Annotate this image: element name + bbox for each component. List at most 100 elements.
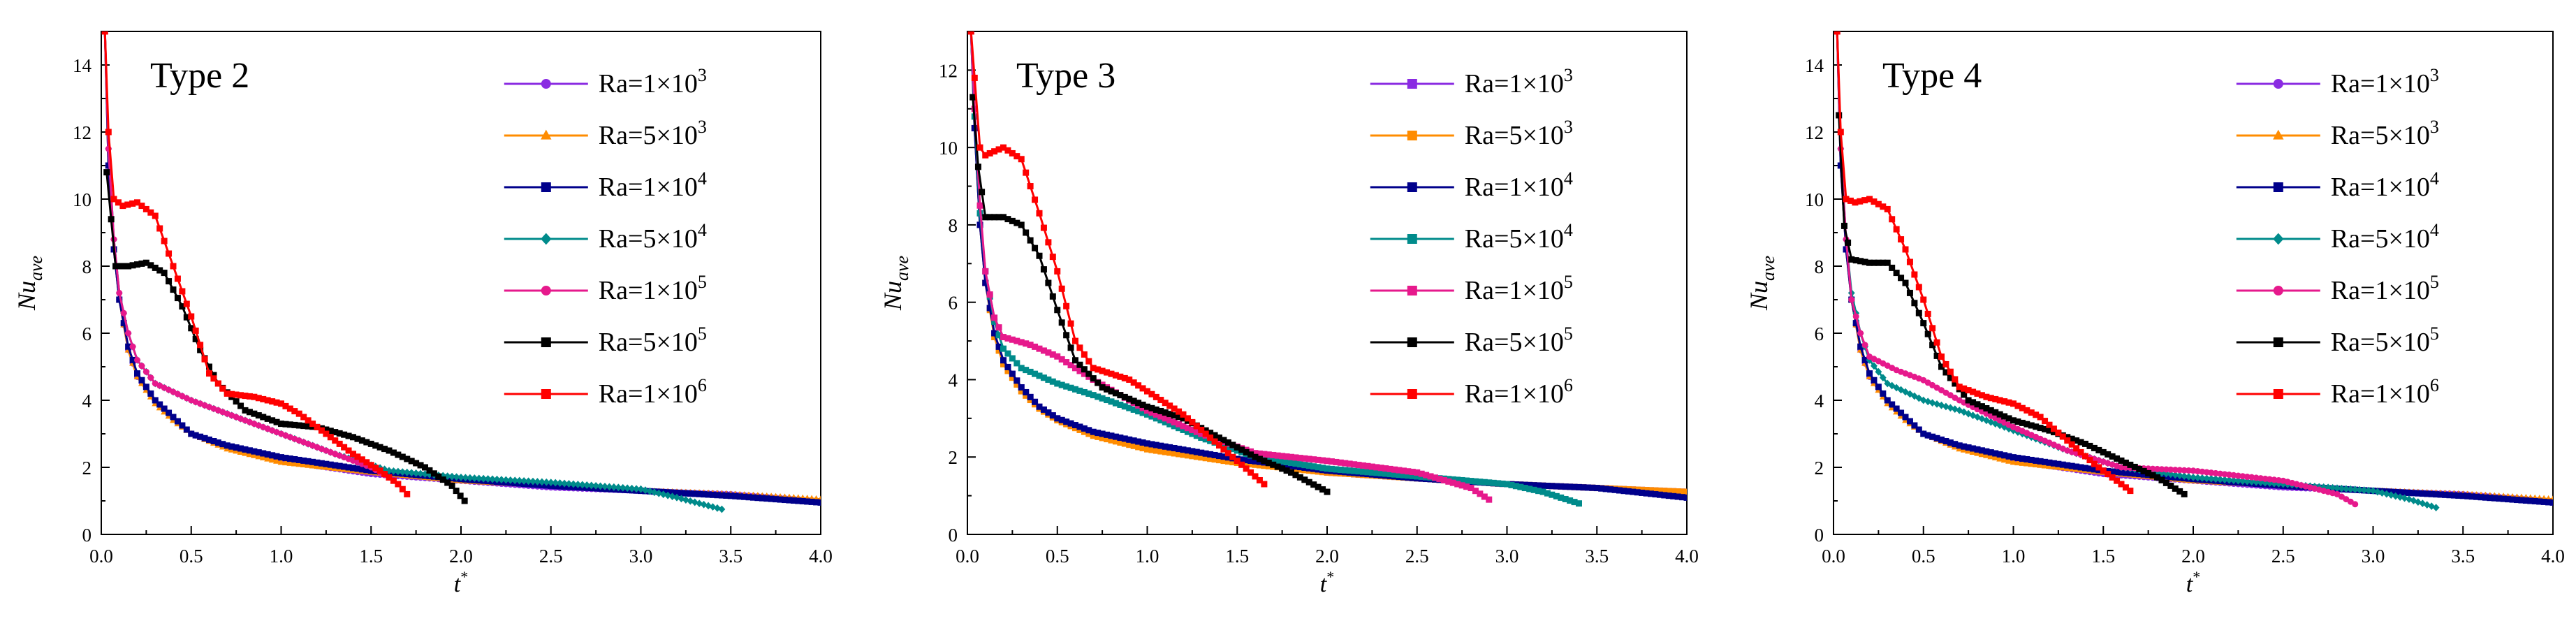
data-point <box>2028 456 2035 463</box>
data-point <box>363 439 370 446</box>
data-point <box>1616 487 1623 494</box>
data-point <box>1961 443 1968 450</box>
data-point <box>1884 205 1891 212</box>
data-point <box>1535 488 1542 495</box>
data-point <box>2392 492 2399 500</box>
data-point <box>1602 486 1609 492</box>
data-point <box>286 421 293 428</box>
y-tick-label: 0 <box>82 525 92 546</box>
data-point <box>1924 330 1931 337</box>
data-point <box>1256 450 1263 457</box>
data-point <box>1911 300 1918 307</box>
data-point <box>183 314 190 321</box>
data-point <box>1265 455 1272 462</box>
data-point <box>1857 343 1864 350</box>
data-point <box>1324 458 1331 465</box>
data-point <box>1889 401 1896 408</box>
data-point <box>687 490 694 497</box>
data-point <box>237 445 244 452</box>
data-point <box>1265 460 1272 467</box>
data-point <box>2140 467 2147 474</box>
data-point <box>259 454 267 460</box>
x-axis-label: t* <box>2186 568 2200 597</box>
data-point <box>2186 467 2193 474</box>
data-point <box>1665 488 1672 495</box>
data-point <box>341 444 348 451</box>
data-point <box>1436 476 1443 483</box>
data-point <box>1283 453 1290 460</box>
data-point <box>1108 388 1115 395</box>
data-point <box>1054 380 1061 387</box>
data-point <box>395 451 402 458</box>
data-point <box>1045 409 1052 416</box>
data-point <box>1933 352 1940 359</box>
data-point <box>2033 423 2040 430</box>
data-point <box>2042 458 2049 465</box>
data-point <box>1076 367 1083 374</box>
data-point <box>2482 494 2489 501</box>
data-point <box>1152 393 1159 400</box>
data-point <box>1897 386 1905 394</box>
data-point <box>1301 476 1308 483</box>
data-point <box>1009 336 1016 343</box>
data-point <box>2077 464 2084 471</box>
data-point <box>295 422 302 429</box>
data-point <box>444 479 451 486</box>
data-point <box>2131 470 2138 477</box>
data-point <box>1315 456 1322 463</box>
data-point <box>2001 452 2008 459</box>
data-point <box>669 489 676 496</box>
data-point <box>1893 226 1900 233</box>
data-point <box>1252 473 1259 480</box>
data-point <box>246 409 253 416</box>
data-point <box>2221 476 2229 484</box>
data-point <box>1630 488 1637 495</box>
data-point <box>120 309 127 316</box>
data-point <box>367 462 374 469</box>
data-point <box>2216 475 2224 483</box>
data-point <box>453 473 460 481</box>
data-point <box>1947 368 1954 375</box>
data-point <box>982 152 989 159</box>
data-point <box>1121 440 1128 447</box>
data-point <box>1121 403 1128 410</box>
data-point <box>1104 431 1111 438</box>
data-point <box>1193 453 1200 460</box>
data-point <box>2365 486 2373 495</box>
data-point <box>2275 480 2283 488</box>
legend-marker <box>1407 234 1417 244</box>
data-point <box>2334 484 2341 492</box>
data-point <box>2005 415 2012 422</box>
data-point <box>1996 411 2003 418</box>
data-point <box>2068 435 2075 442</box>
data-point <box>1938 436 1945 443</box>
data-point <box>1512 483 1519 490</box>
data-point <box>462 474 469 482</box>
data-point <box>417 469 425 478</box>
data-point <box>1377 469 1384 476</box>
data-point <box>1067 344 1074 351</box>
data-point <box>1567 497 1574 504</box>
data-point <box>696 490 703 497</box>
data-point <box>1018 339 1025 346</box>
data-point <box>152 264 159 271</box>
data-point <box>1486 496 1493 503</box>
data-point <box>2073 437 2080 444</box>
data-point <box>201 435 208 441</box>
data-point <box>1382 470 1389 477</box>
data-point <box>2496 495 2503 502</box>
data-point <box>1126 395 1133 402</box>
data-point <box>1866 196 1873 203</box>
series-line-4 <box>969 31 1579 505</box>
data-point <box>2118 481 2125 488</box>
data-point <box>1305 462 1312 469</box>
data-point <box>2086 465 2093 472</box>
data-point <box>278 421 284 428</box>
data-point <box>2109 474 2116 481</box>
data-point <box>1292 454 1299 461</box>
data-point <box>520 477 528 485</box>
data-point <box>1126 436 1133 443</box>
data-point <box>701 491 708 498</box>
data-point <box>120 320 127 327</box>
data-point <box>260 395 267 402</box>
